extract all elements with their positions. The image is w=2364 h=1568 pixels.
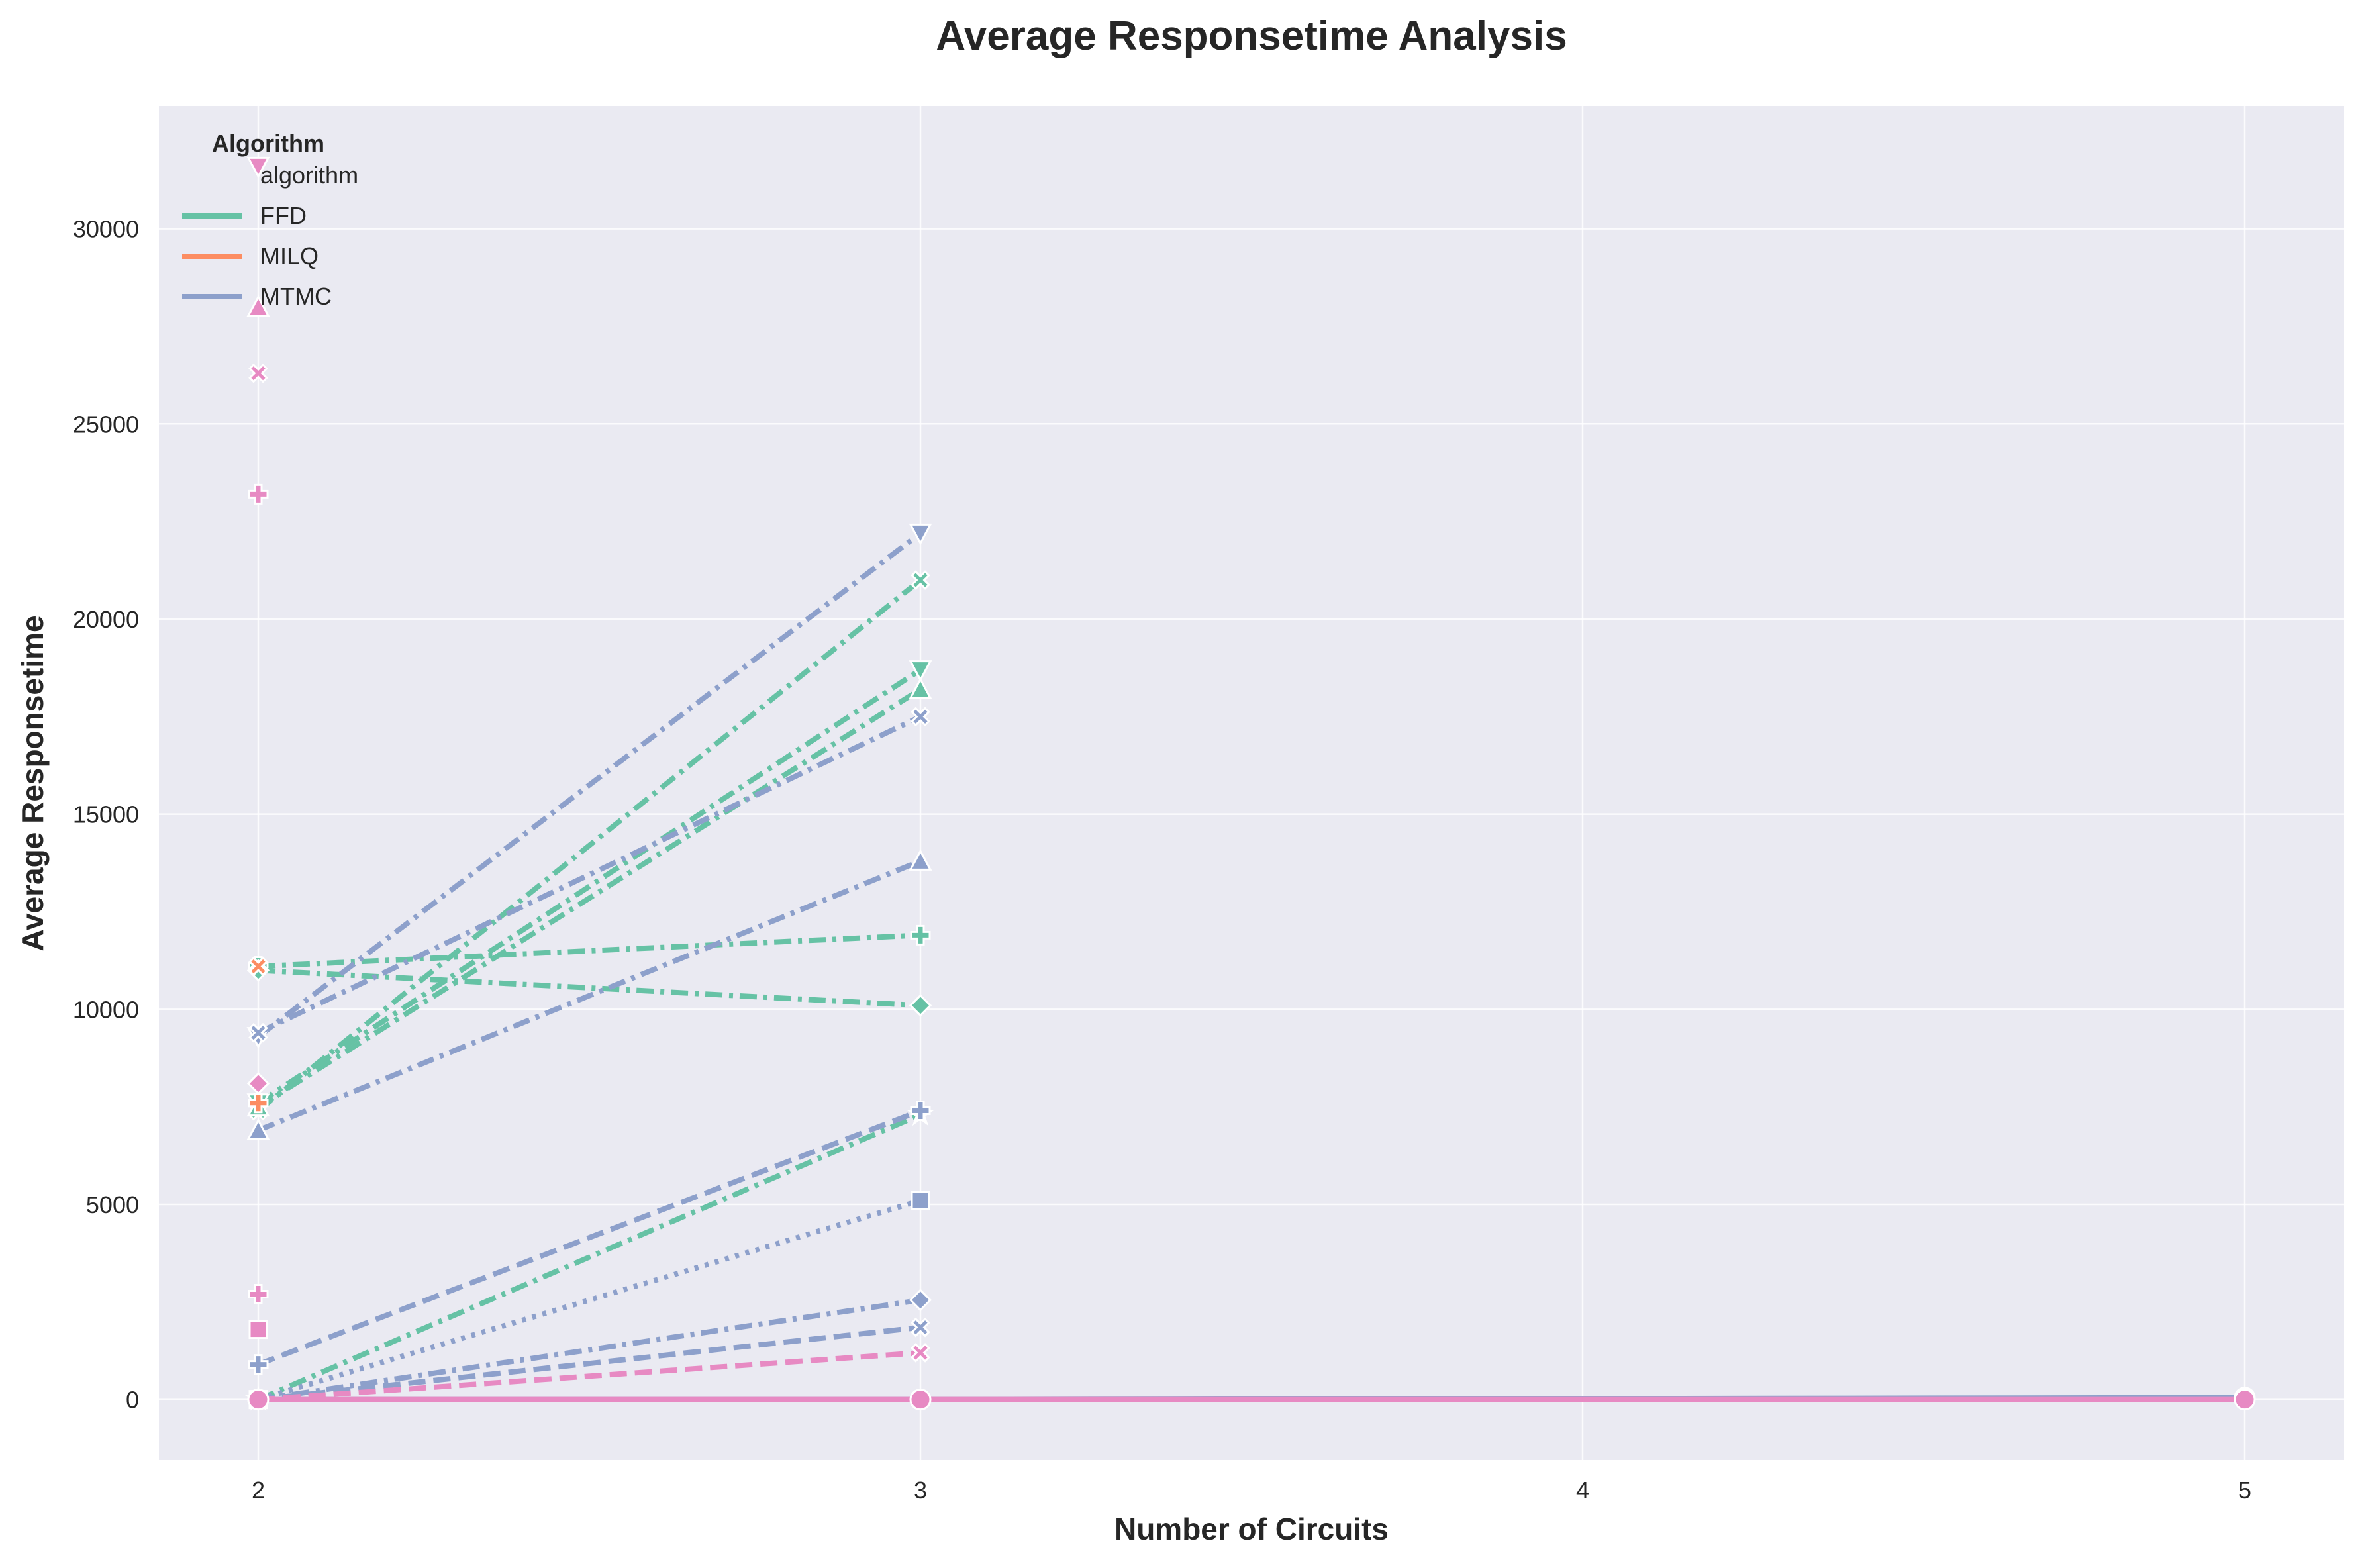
- series-mtmc: [246, 849, 932, 1140]
- data-point: [911, 1317, 930, 1338]
- data-point: [248, 1093, 269, 1114]
- data-point: [909, 677, 932, 699]
- series-line: [256, 577, 922, 1113]
- data-point: [909, 994, 932, 1017]
- y-tick-label: 20000: [73, 606, 139, 633]
- legend-title: Algorithm: [212, 130, 324, 157]
- legend-entry-label: MILQ: [260, 242, 319, 270]
- series-line: [258, 1349, 921, 1402]
- series-line: [256, 687, 922, 1110]
- data-point: [909, 1389, 932, 1411]
- y-tick-label: 25000: [73, 411, 139, 438]
- data-point: [911, 707, 930, 727]
- y-tick-label: 10000: [73, 996, 139, 1023]
- data-point: [248, 1354, 269, 1375]
- y-axis-label: Average Responsetime: [15, 615, 50, 951]
- data-point: [909, 523, 932, 546]
- series-line: [258, 932, 921, 969]
- data-point: [248, 956, 268, 977]
- data-point: [910, 924, 931, 946]
- y-tick-label: 5000: [86, 1191, 139, 1218]
- data-point: [246, 1118, 270, 1140]
- legend-entry-label: algorithm: [260, 162, 358, 189]
- data-point: [911, 1191, 930, 1210]
- data-point: [248, 1284, 269, 1305]
- data-point: [909, 1289, 932, 1312]
- data-point: [248, 1320, 268, 1340]
- series-line: [257, 714, 922, 1036]
- legend: Algorithm algorithm FFD MILQ MTMC: [182, 130, 358, 310]
- series-line: [257, 1112, 922, 1402]
- points-layer: [246, 156, 270, 1340]
- data-point: [248, 363, 268, 383]
- legend-entry-label: FFD: [260, 202, 307, 229]
- y-tick-label: 30000: [73, 216, 139, 243]
- data-point: [246, 156, 270, 179]
- data-point: [248, 483, 269, 505]
- plot-area: [159, 106, 2344, 1460]
- series-line: [257, 858, 922, 1133]
- series-line: [258, 1324, 921, 1402]
- series-mtmc: [248, 707, 930, 1043]
- series-line: [258, 1297, 921, 1402]
- data-point: [2234, 1389, 2256, 1411]
- series-line: [256, 531, 922, 1039]
- grid: [159, 106, 2344, 1460]
- x-tick-label: 4: [1576, 1477, 1589, 1504]
- x-tick-label: 5: [2238, 1477, 2251, 1504]
- series-line: [257, 1108, 922, 1367]
- legend-entry-label: MTMC: [260, 283, 332, 310]
- series-layer: [245, 523, 2256, 1411]
- data-point: [911, 570, 930, 590]
- data-point: [246, 295, 270, 317]
- series-mtmc: [248, 1101, 931, 1375]
- series-line: [258, 967, 921, 1008]
- x-tick-label: 2: [252, 1477, 265, 1504]
- x-axis-label: Number of Circuits: [1114, 1512, 1389, 1546]
- tick-labels: 2 3 4 5 0 5000 10000 15000 20000 25000 30000: [73, 216, 2251, 1504]
- data-point: [909, 849, 932, 871]
- data-point: [248, 1022, 268, 1043]
- data-point: [247, 1389, 270, 1411]
- data-point: [911, 1343, 930, 1363]
- y-tick-label: 15000: [73, 801, 139, 828]
- series-other: [247, 1389, 2256, 1411]
- y-tick-label: 0: [126, 1387, 139, 1414]
- data-point: [910, 1101, 931, 1122]
- data-point: [909, 660, 932, 682]
- chart-title: Average Responsetime Analysis: [936, 13, 1567, 59]
- series-line: [256, 667, 922, 1106]
- x-tick-label: 3: [914, 1477, 927, 1504]
